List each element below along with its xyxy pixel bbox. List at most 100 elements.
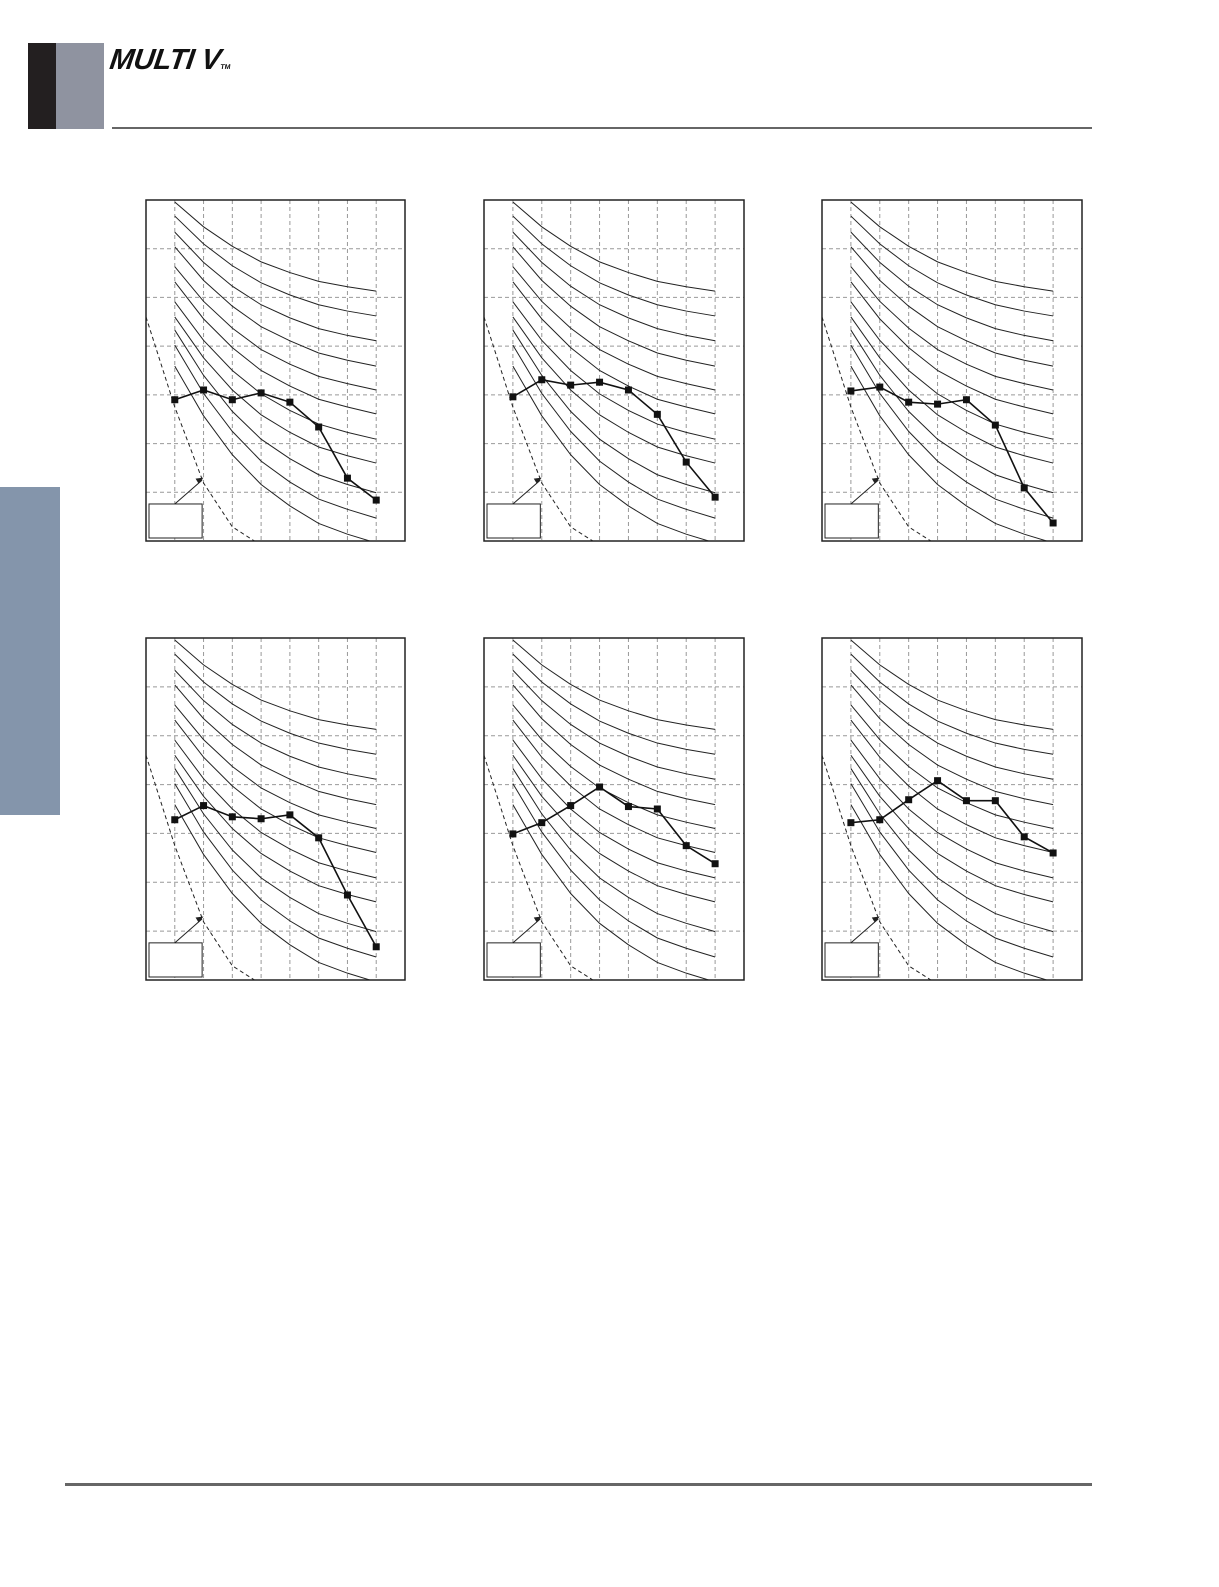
header-tab-black [28, 43, 56, 129]
data-series-line [174, 804, 377, 948]
header-tab-gray [56, 43, 104, 129]
reference-curve [512, 246, 716, 367]
data-point-marker [538, 376, 546, 384]
data-point-marker [567, 381, 575, 389]
data-point-marker [876, 816, 884, 824]
reference-curve [174, 215, 377, 317]
callout-box [148, 942, 203, 978]
data-point-marker [200, 386, 208, 394]
chart-1 [145, 199, 406, 542]
reference-curve [850, 231, 1054, 342]
reference-curve [850, 804, 1049, 980]
footer-divider [65, 1483, 1092, 1486]
reference-curve [174, 804, 372, 980]
reference-curve [512, 281, 716, 415]
reference-curve [174, 316, 377, 464]
chart-frame [483, 637, 745, 981]
data-point-marker [934, 777, 942, 785]
reference-curve [512, 719, 716, 853]
threshold-curve-dashed [822, 755, 932, 980]
data-point-marker [596, 783, 604, 791]
reference-curve [850, 754, 1054, 903]
reference-curve [512, 365, 711, 541]
reference-curve [512, 215, 716, 317]
data-point-marker [343, 891, 351, 899]
chart-frame [483, 199, 745, 542]
data-point-marker [905, 398, 913, 406]
data-point-marker [538, 819, 546, 827]
chart-3 [821, 199, 1083, 542]
data-point-marker [171, 396, 179, 404]
callout-box [824, 942, 879, 978]
data-point-marker [257, 389, 265, 397]
callout-box [148, 503, 203, 539]
curves-group [822, 639, 1054, 980]
curves-group [822, 201, 1054, 541]
reference-curve [850, 719, 1054, 853]
data-point-marker [624, 386, 632, 394]
reference-curve [512, 329, 716, 494]
data-point-marker [991, 797, 999, 805]
arrowhead-icon [533, 477, 542, 484]
reference-curve [850, 739, 1054, 879]
data-point-marker [343, 474, 351, 482]
reference-curve [850, 344, 1054, 519]
callout-box [824, 503, 879, 539]
threshold-curve-dashed [146, 316, 256, 541]
callout-arrow-line [512, 918, 541, 944]
chart-6 [821, 637, 1083, 981]
header-divider [112, 127, 1092, 129]
reference-curve [850, 215, 1054, 317]
data-point-marker [682, 842, 690, 850]
reference-curve [174, 704, 377, 830]
data-point-marker [653, 410, 661, 418]
chart-5 [483, 637, 745, 981]
reference-curve [174, 783, 377, 958]
curves-group [146, 639, 377, 980]
reference-curve [174, 754, 377, 903]
reference-curve [512, 684, 716, 806]
reference-curve [512, 301, 716, 440]
reference-curve [512, 739, 716, 879]
data-point-marker [372, 943, 380, 951]
data-point-marker [905, 796, 913, 804]
reference-curve [512, 639, 716, 730]
data-point-marker [1049, 519, 1057, 527]
data-point-marker [991, 421, 999, 429]
data-point-marker [509, 393, 517, 401]
reference-curve [174, 768, 377, 933]
reference-curve [174, 266, 377, 391]
reference-curve [512, 768, 716, 933]
threshold-curve-dashed [146, 755, 256, 980]
data-point-marker [257, 815, 265, 823]
data-point-marker [509, 830, 517, 838]
reference-curve [174, 719, 377, 853]
threshold-curve-dashed [822, 316, 932, 541]
reference-curve [174, 329, 377, 494]
reference-curve [512, 754, 716, 903]
reference-curve [512, 316, 716, 464]
data-series-line [174, 389, 377, 501]
data-point-marker [653, 805, 661, 813]
reference-curve [850, 201, 1054, 292]
chart-frame [145, 637, 406, 981]
data-point-marker [847, 819, 855, 827]
reference-curve [512, 231, 716, 342]
data-point-marker [711, 860, 719, 868]
reference-curve [512, 804, 711, 980]
threshold-curve-dashed [484, 755, 594, 980]
data-point-marker [228, 813, 236, 821]
data-point-marker [1049, 849, 1057, 857]
reference-curve [512, 653, 716, 755]
logo-text: MULTI V [107, 44, 223, 76]
arrowhead-icon [195, 916, 204, 923]
curves-group [484, 639, 716, 980]
data-point-marker [315, 423, 323, 431]
callout-arrow-line [850, 918, 879, 944]
reference-curve [850, 246, 1054, 367]
reference-curve [850, 704, 1054, 830]
reference-curve [512, 344, 716, 519]
data-series-line [512, 786, 716, 865]
reference-curve [174, 365, 372, 541]
chart-frame [821, 199, 1083, 542]
